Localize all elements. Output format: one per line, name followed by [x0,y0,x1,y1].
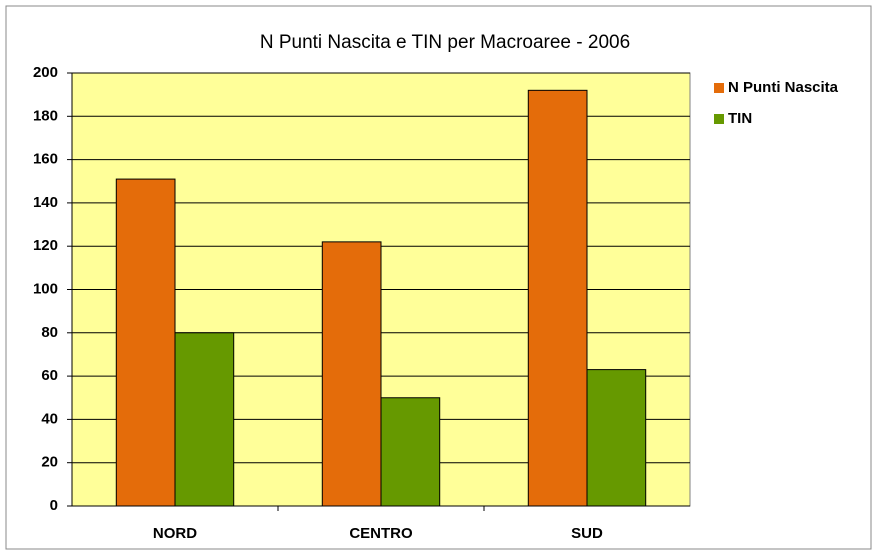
x-tick-label: NORD [153,525,197,542]
bar [115,178,176,507]
y-tick-label: 100 [33,280,58,297]
x-tick-label: SUD [571,525,603,542]
y-tick-label: 180 [33,107,58,124]
y-tick-label: 0 [50,497,58,514]
y-tick-label: 200 [33,64,58,81]
legend-label: N Punti Nascita [728,79,839,96]
legend-swatch [714,83,724,93]
bar [586,369,647,507]
bar [380,397,441,507]
y-tick-label: 120 [33,237,58,254]
y-tick-label: 140 [33,194,58,211]
legend-swatch [714,114,724,124]
y-tick-label: 60 [41,367,58,384]
y-tick-label: 160 [33,151,58,168]
x-tick-label: CENTRO [349,525,413,542]
y-tick-label: 80 [41,324,58,341]
y-tick-label: 40 [41,410,58,427]
legend-label: TIN [728,110,752,127]
bar [174,332,235,507]
chart-title: N Punti Nascita e TIN per Macroaree - 20… [260,32,630,53]
bar [527,89,588,507]
bar [321,241,382,507]
y-tick-label: 20 [41,454,58,471]
